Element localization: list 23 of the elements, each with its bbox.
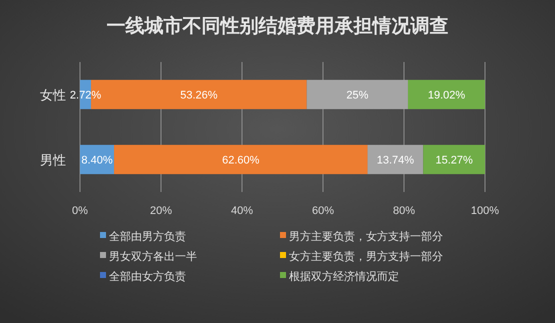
legend-label: 全部由女方负责 xyxy=(109,270,186,283)
data-label: 8.40% xyxy=(81,154,113,166)
x-tick-label: 100% xyxy=(470,205,500,217)
x-tick-label: 80% xyxy=(392,205,416,217)
y-tick-label: 女性 xyxy=(40,88,66,102)
x-tick-label: 40% xyxy=(230,205,254,217)
data-label: 2.72% xyxy=(70,90,102,102)
data-label: 13.74% xyxy=(376,154,414,166)
legend-label: 全部由男方负责 xyxy=(109,230,186,243)
x-tick-label: 60% xyxy=(312,205,334,217)
x-tick-label: 0% xyxy=(72,205,88,217)
legend-label: 根据双方经济情况而定 xyxy=(289,270,399,283)
data-label: 53.26% xyxy=(180,90,218,102)
x-tick-label: 20% xyxy=(150,205,172,217)
y-tick-label: 男性 xyxy=(40,152,66,168)
legend-label: 女方主要负责，男方支持一部分 xyxy=(289,250,443,263)
legend-label: 男方主要负责，女方支持一部分 xyxy=(289,230,443,243)
data-label: 15.27% xyxy=(435,154,473,166)
data-label: 25% xyxy=(346,90,369,102)
legend-label: 男女双方各出一半 xyxy=(109,250,197,263)
data-label: 62.60% xyxy=(222,154,260,166)
data-label: 19.02% xyxy=(428,90,466,102)
chart-title: 一线城市不同性别结婚费用承担情况调查 xyxy=(106,15,448,37)
